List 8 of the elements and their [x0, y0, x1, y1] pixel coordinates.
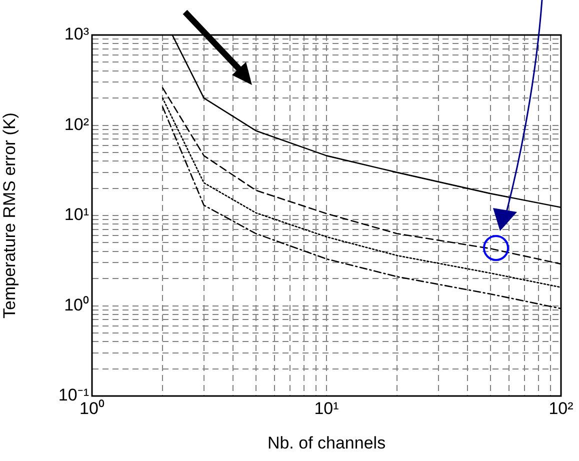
y-tick-label: 10² [64, 114, 90, 134]
x-tick-label: 10² [548, 398, 574, 418]
x-axis-title: Nb. of channels [267, 433, 386, 452]
y-axis-title: Temperature RMS error (K) [0, 112, 19, 318]
y-tick-label: 10⁰ [64, 295, 89, 314]
y-tick-label: 10³ [64, 24, 90, 44]
y-tick-label: 10¹ [64, 205, 90, 224]
x-tick-label: 10¹ [314, 398, 340, 418]
